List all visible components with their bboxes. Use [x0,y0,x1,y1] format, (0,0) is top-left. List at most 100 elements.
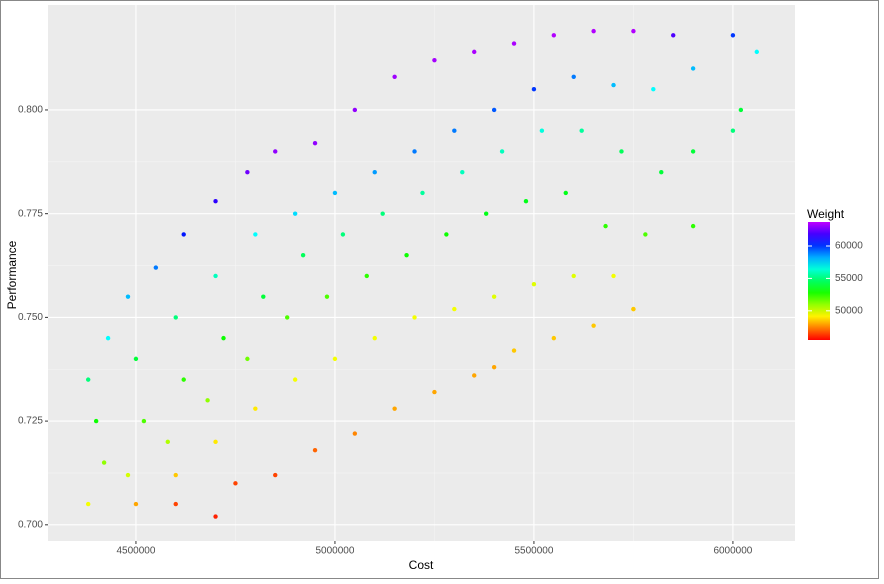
point [133,501,139,507]
colorbar-label: 55000 [835,273,863,284]
point [93,418,99,424]
x-tick-label: 5000000 [315,546,354,557]
point [141,418,147,424]
point [340,232,346,237]
point [392,74,397,79]
point [213,199,218,204]
point [133,356,139,362]
point [603,223,608,229]
point [273,149,278,154]
point [571,74,576,79]
point [444,232,449,237]
points [85,28,759,519]
point [643,232,648,237]
x-tick-label: 4500000 [116,546,155,557]
point [404,252,409,258]
y-axis-title: Performance [5,240,19,309]
point [205,398,210,403]
point [579,128,584,133]
colorbar-label: 50000 [835,305,863,316]
point [483,211,489,216]
point [738,107,744,113]
point [671,33,676,38]
point [173,501,178,507]
point [472,373,477,378]
point [591,323,596,328]
point [284,315,290,320]
point [690,149,696,154]
point [233,481,238,486]
point [125,294,131,299]
point [300,252,306,258]
point [432,389,437,395]
point [511,41,517,46]
point [221,335,226,341]
point [292,377,298,382]
point [153,265,159,270]
point [571,273,576,279]
point [245,169,250,175]
point [292,211,298,216]
point [412,315,417,320]
point [651,87,656,92]
point [690,223,696,229]
point [324,294,330,299]
point [420,190,425,196]
point [730,128,736,133]
point [332,356,338,362]
point [181,377,186,382]
point [165,439,170,445]
point [245,356,250,362]
y-tick-label: 0.800 [18,105,43,116]
point [539,128,545,133]
point [631,306,636,312]
point [591,28,596,34]
point [392,406,397,411]
point [452,306,457,312]
x-tick-label: 5500000 [514,546,553,557]
point [173,315,178,320]
point [261,294,266,299]
point [491,107,497,113]
colorbar-label: 60000 [835,241,863,252]
point [730,33,736,38]
point [412,149,417,154]
point [352,107,358,113]
y-tick-label: 0.750 [18,312,43,323]
point [491,364,497,370]
point [659,169,664,175]
point [452,128,457,133]
point [523,199,529,204]
point [213,514,218,519]
point [611,273,616,279]
point [364,273,369,279]
point [372,335,377,341]
point [511,348,517,353]
point [472,49,477,55]
point [372,169,377,175]
point [619,149,624,154]
point [352,431,358,436]
point [499,149,505,154]
point [531,87,537,92]
point [631,28,636,34]
point [213,439,218,445]
point [173,472,178,478]
point [491,294,497,299]
point [551,335,557,341]
legend-title: Weight [807,207,845,221]
point [460,169,465,175]
point [101,460,107,465]
point [312,447,318,453]
point [181,232,186,237]
point [380,211,385,216]
point [611,82,616,88]
point [125,472,131,478]
point [754,49,759,55]
point [531,282,537,287]
point [253,232,258,237]
point [273,472,278,478]
point [551,33,557,38]
point [563,190,568,196]
